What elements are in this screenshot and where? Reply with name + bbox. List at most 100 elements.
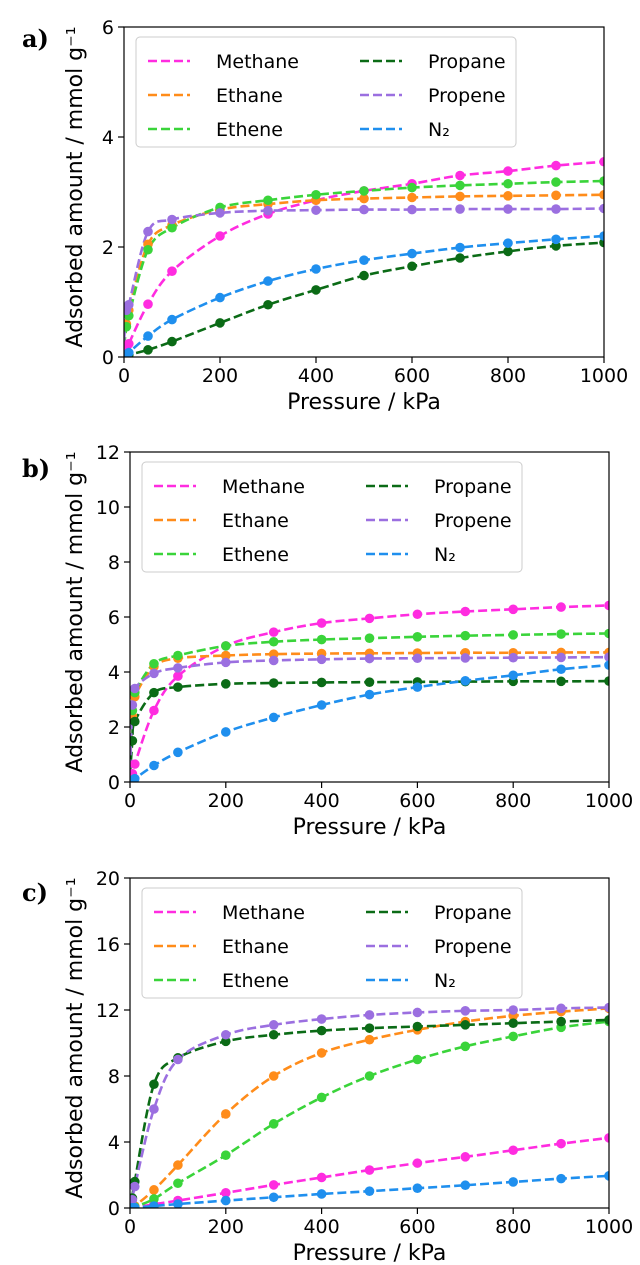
data-point xyxy=(149,658,159,669)
legend-label-4: Propene xyxy=(434,936,512,958)
data-point xyxy=(364,1165,375,1175)
data-point xyxy=(364,613,375,624)
y-tick-label: 8 xyxy=(108,552,120,574)
data-point xyxy=(407,192,417,203)
data-point xyxy=(316,1172,327,1183)
panel-label: c) xyxy=(22,878,48,907)
data-point xyxy=(508,1018,518,1028)
data-point xyxy=(215,231,225,241)
data-point xyxy=(173,1178,183,1189)
y-axis-title: Adsorbed amount / mmol g⁻¹ xyxy=(63,877,88,1198)
y-tick-label: 2 xyxy=(102,237,114,259)
data-point xyxy=(503,204,513,214)
data-point xyxy=(460,1180,471,1191)
data-point xyxy=(316,1025,327,1036)
x-tick-label: 0 xyxy=(124,1216,136,1238)
data-point xyxy=(316,618,327,628)
data-point xyxy=(460,606,471,617)
data-point xyxy=(263,299,273,310)
data-point xyxy=(130,1202,140,1208)
x-tick-label: 800 xyxy=(490,365,526,387)
data-point xyxy=(173,747,183,758)
data-point xyxy=(130,735,138,746)
data-point xyxy=(604,1133,609,1143)
data-point xyxy=(364,1186,375,1196)
data-point xyxy=(508,1177,518,1187)
y-tick-label: 6 xyxy=(102,17,114,39)
data-point xyxy=(359,204,369,215)
legend-label-1: Ethane xyxy=(222,936,289,958)
data-point xyxy=(124,321,132,332)
data-point xyxy=(412,632,423,642)
data-point xyxy=(167,336,177,347)
data-point xyxy=(215,208,225,218)
data-point xyxy=(503,191,513,201)
data-point xyxy=(460,676,471,686)
data-point xyxy=(316,1048,327,1058)
data-point xyxy=(412,1021,423,1032)
panel-b: b) 0 200 400 600 800 1000 0 2 4 6 8 10 12 Pressure / k… xyxy=(0,420,640,840)
data-point xyxy=(412,682,423,692)
data-point xyxy=(173,671,183,681)
legend-label-5: N₂ xyxy=(428,119,450,141)
legend-label-3: Propane xyxy=(434,476,512,498)
y-tick-label: 10 xyxy=(96,497,120,519)
data-point xyxy=(167,314,177,325)
data-point xyxy=(221,1188,231,1198)
data-point xyxy=(149,687,159,698)
data-point xyxy=(215,318,225,328)
data-point xyxy=(551,190,561,201)
x-tick-label: 400 xyxy=(298,365,334,387)
data-point xyxy=(508,670,518,681)
data-point xyxy=(556,1003,566,1014)
data-point xyxy=(556,629,566,639)
data-point xyxy=(149,1201,159,1208)
data-point xyxy=(149,668,159,679)
data-point xyxy=(412,1183,423,1193)
data-point xyxy=(130,683,140,694)
data-point xyxy=(221,641,231,651)
data-point xyxy=(311,264,321,274)
data-point xyxy=(364,1010,375,1020)
data-point xyxy=(130,700,138,710)
legend-label-1: Ethane xyxy=(216,85,283,107)
data-point xyxy=(556,676,566,687)
data-point xyxy=(143,226,153,237)
y-tick-label: 4 xyxy=(108,1132,120,1154)
x-tick-label: 0 xyxy=(118,365,130,387)
data-point xyxy=(364,653,375,664)
series-line-4 xyxy=(130,655,609,769)
data-point xyxy=(221,657,231,668)
data-point xyxy=(311,205,321,215)
data-point xyxy=(215,292,225,303)
data-point xyxy=(359,270,369,281)
data-point xyxy=(268,655,279,666)
data-point xyxy=(460,653,471,663)
y-tick-label: 16 xyxy=(96,934,120,956)
data-point xyxy=(359,186,369,196)
data-point xyxy=(556,1138,566,1149)
y-tick-label: 0 xyxy=(102,347,114,369)
data-point xyxy=(604,628,609,639)
legend-label-2: Ethene xyxy=(222,970,289,992)
legend-box xyxy=(141,461,523,573)
data-point xyxy=(407,204,417,215)
x-tick-label: 200 xyxy=(202,365,238,387)
data-point xyxy=(124,299,134,310)
data-point xyxy=(604,660,609,670)
data-point xyxy=(263,195,273,206)
data-point xyxy=(143,345,153,355)
data-point xyxy=(556,1173,566,1184)
data-point xyxy=(173,682,183,692)
x-axis-title: Pressure / kPa xyxy=(293,1241,447,1265)
data-point xyxy=(551,234,561,245)
data-point xyxy=(604,652,609,662)
data-point xyxy=(508,630,518,640)
data-point xyxy=(268,678,279,688)
data-point xyxy=(268,1020,279,1030)
x-axis-title: Pressure / kPa xyxy=(293,815,447,840)
data-point xyxy=(604,1002,609,1013)
data-point xyxy=(604,1015,609,1025)
data-point xyxy=(556,652,566,663)
data-point xyxy=(143,299,153,310)
